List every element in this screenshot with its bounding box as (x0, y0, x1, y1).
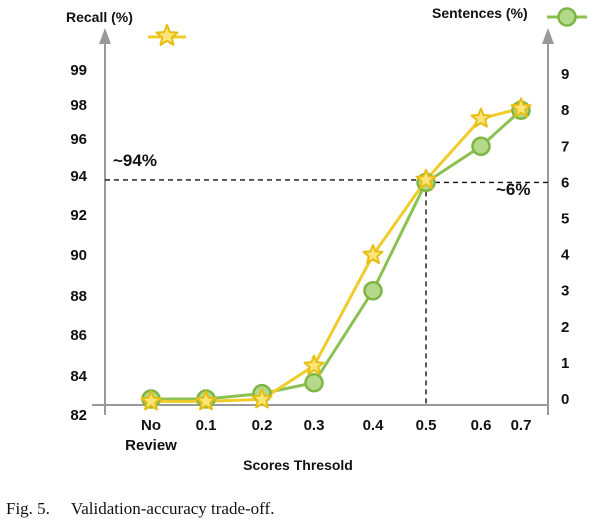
right-tick-label: 4 (561, 247, 570, 264)
annotation-sentences: ~6% (496, 180, 531, 199)
x-tick-label: 0.6 (471, 417, 492, 434)
x-tick-label: 0.3 (304, 417, 325, 434)
right-tick-label: 5 (561, 211, 569, 228)
x-tick-label: 0.7 (511, 417, 532, 434)
legend-recall-marker (155, 24, 179, 46)
legend-sentences-marker (557, 7, 577, 27)
recall-point (303, 354, 325, 375)
sentences-point (471, 136, 491, 157)
annotation-recall: ~94% (113, 151, 157, 170)
axes (92, 28, 554, 415)
right-axis-label: Sentences (%) (432, 5, 528, 21)
recall-point (510, 97, 532, 118)
figure-caption: Fig. 5. Validation-accuracy trade-off. (6, 499, 274, 518)
recall-point (415, 168, 437, 189)
recall-point (195, 390, 217, 411)
left-tick-label: 90 (70, 247, 87, 264)
guide-lines (105, 179, 548, 405)
left-tick-label: 94 (70, 168, 87, 185)
tick-labels: 82 84 86 88 90 92 94 96 98 99 0 1 2 3 4 5 6 7 8 9 No Review 0.… (70, 62, 570, 454)
x-tick-label: 0.4 (363, 417, 385, 434)
recall-point (362, 244, 384, 265)
x-tick-label: 0.2 (252, 417, 273, 434)
left-axis-label: Recall (%) (66, 9, 133, 25)
left-tick-label: 96 (70, 131, 87, 148)
right-tick-label: 2 (561, 319, 569, 336)
left-tick-label: 82 (70, 407, 87, 424)
right-tick-label: 7 (561, 138, 569, 155)
x-tick-label: 0.1 (196, 417, 217, 434)
left-axis-arrow (99, 28, 111, 44)
right-axis-arrow (542, 28, 554, 44)
sentences-point (363, 280, 383, 301)
right-tick-label: 9 (561, 66, 569, 83)
left-tick-label: 98 (70, 97, 87, 114)
left-tick-label: 86 (70, 327, 87, 344)
recall-point (140, 390, 162, 411)
x-axis-label: Scores Thresold (243, 457, 353, 473)
recall-line (151, 106, 522, 403)
series-layer (140, 7, 587, 411)
recall-point (251, 388, 273, 409)
x-tick-label: Review (125, 437, 177, 454)
left-tick-label: 88 (70, 288, 87, 305)
x-tick-label: No (141, 417, 161, 434)
right-tick-label: 1 (561, 355, 569, 372)
right-tick-label: 6 (561, 174, 569, 191)
right-tick-label: 3 (561, 283, 569, 300)
right-tick-label: 8 (561, 102, 569, 119)
left-tick-label: 84 (70, 368, 87, 385)
recall-point (470, 107, 492, 128)
sentences-line (151, 109, 523, 401)
left-tick-label: 99 (70, 62, 87, 79)
sentences-point (304, 373, 324, 393)
left-tick-label: 92 (70, 207, 87, 224)
right-tick-label: 0 (561, 391, 569, 408)
x-tick-label: 0.5 (416, 417, 437, 434)
